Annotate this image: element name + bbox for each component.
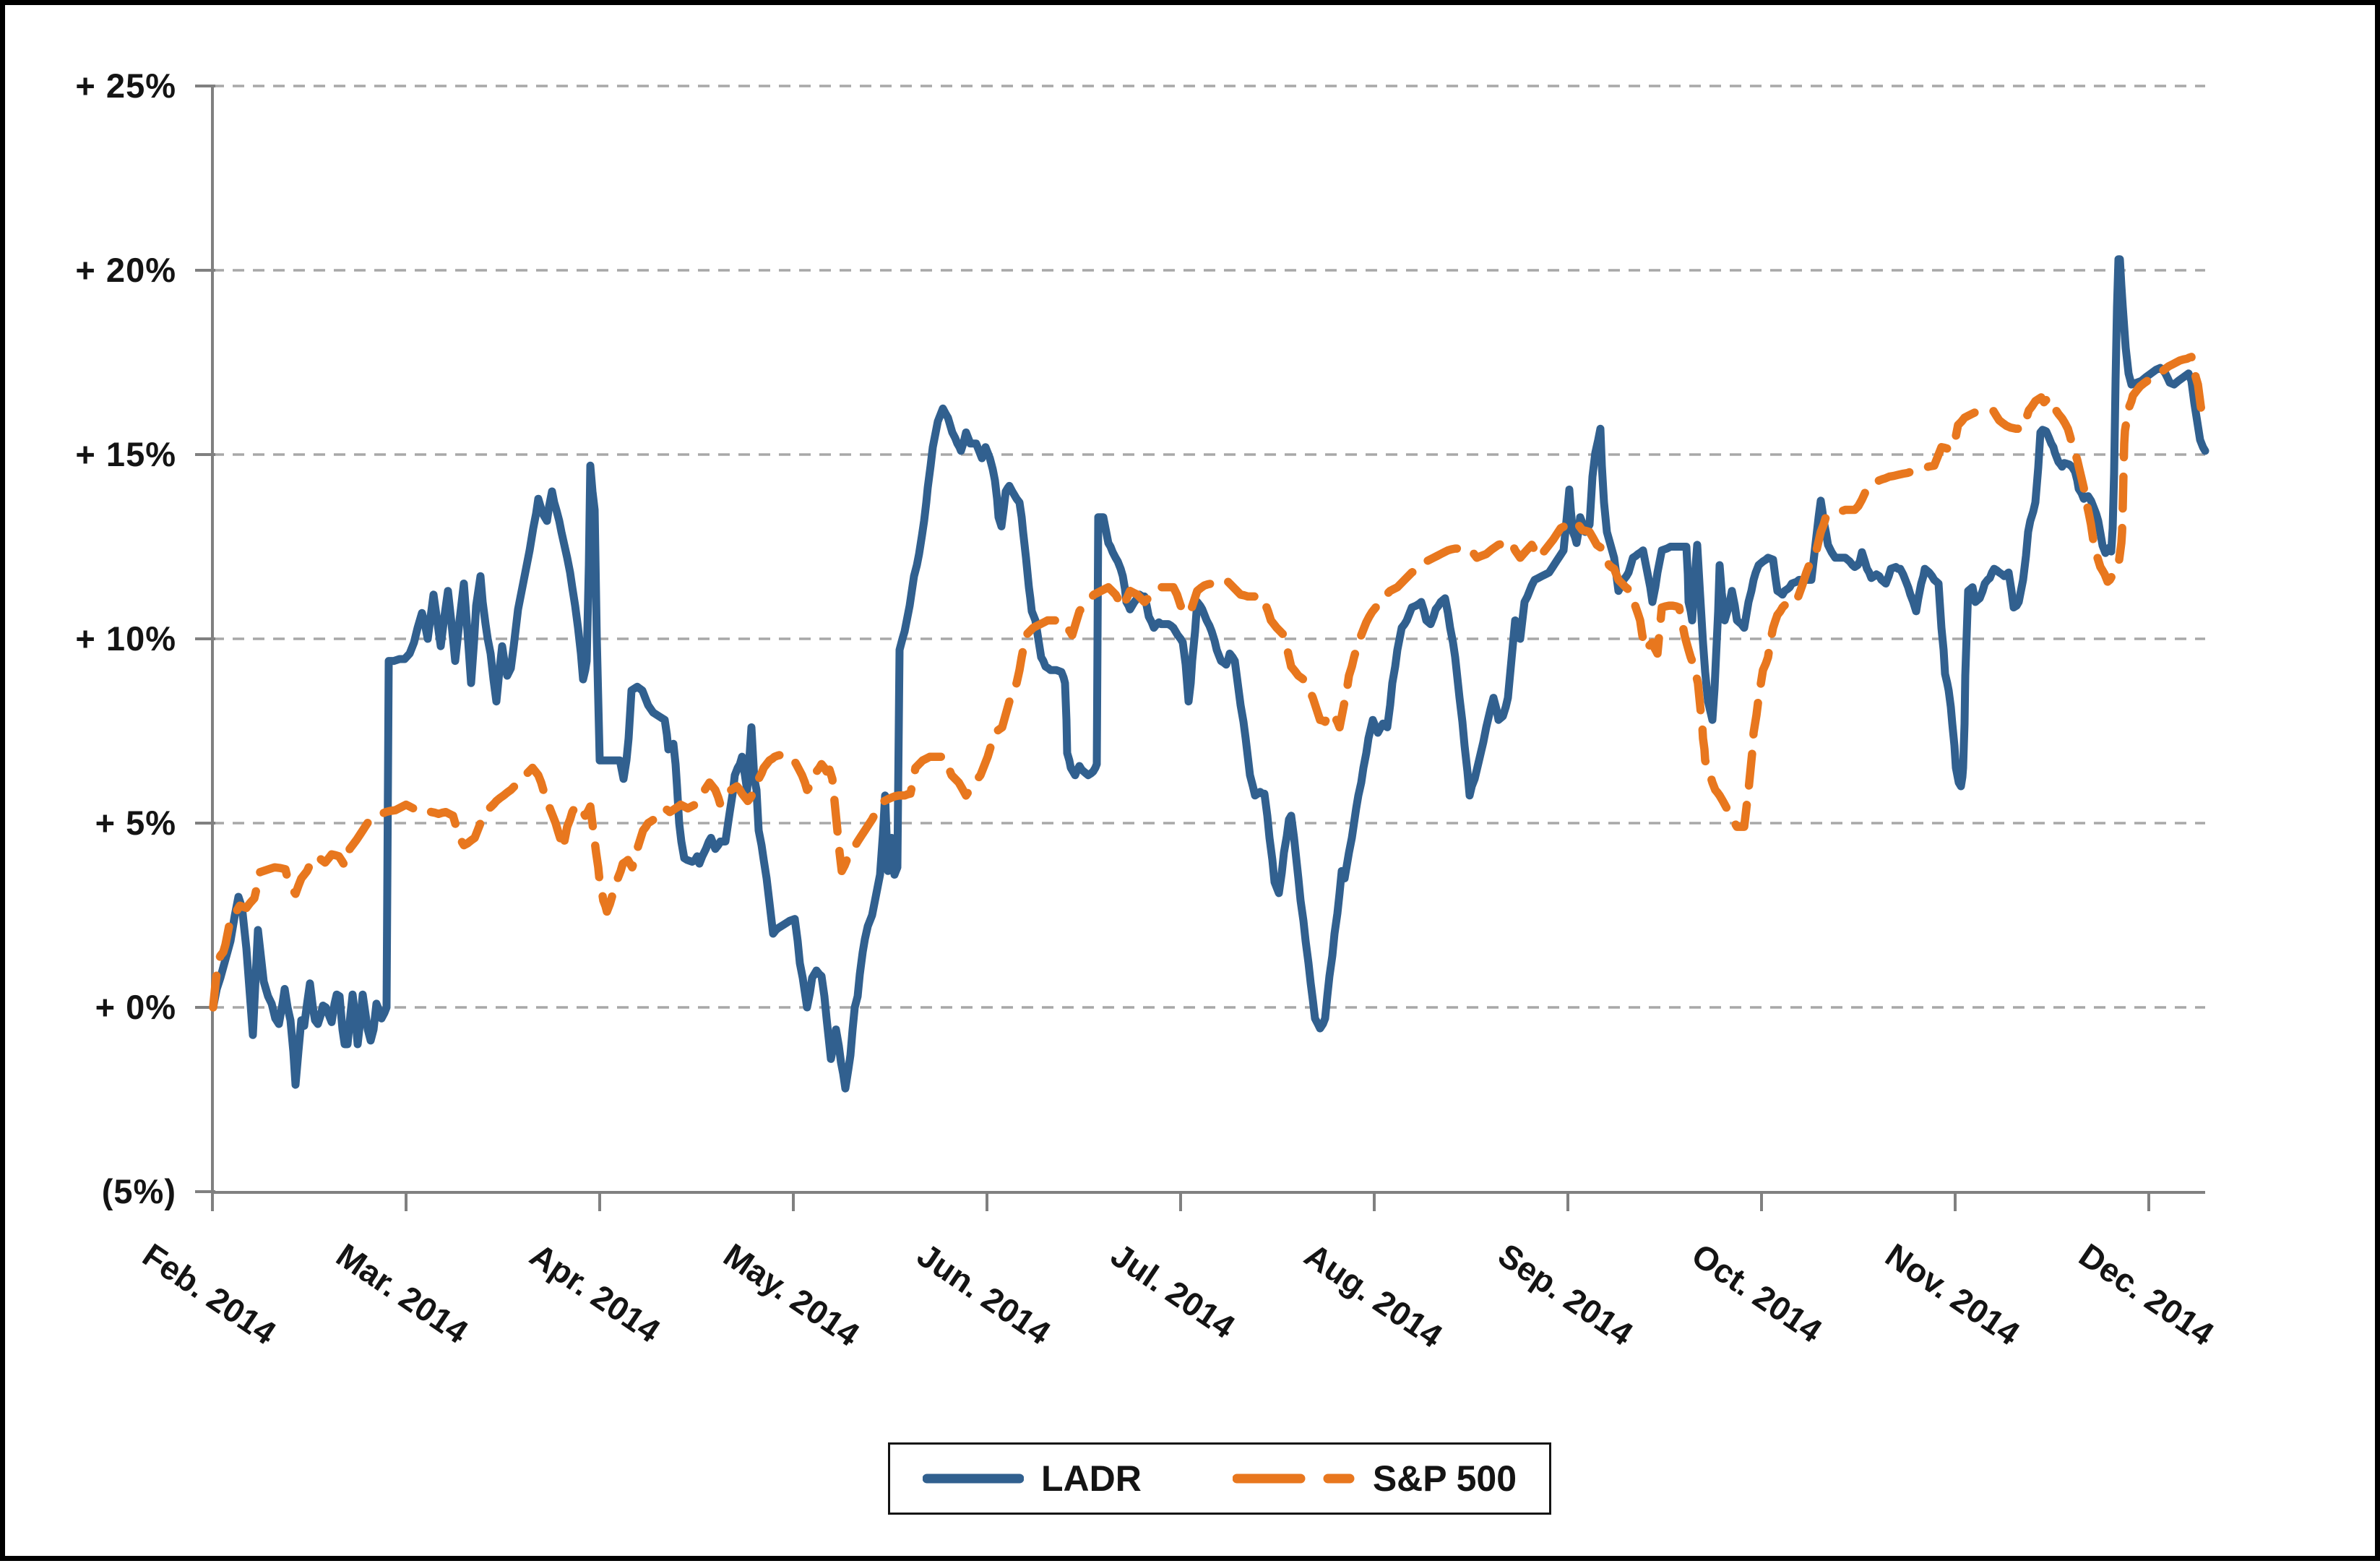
legend-box: LADR S&P 500 bbox=[888, 1442, 1551, 1515]
x-axis-label-1: Feb. 2014 bbox=[136, 1236, 283, 1352]
y-axis-labels: + 25% + 20% + 15% + 10% + 5% + 0% (5%) bbox=[75, 66, 176, 1210]
y-axis-label-5: + 5% bbox=[95, 804, 176, 842]
y-axis-label-10: + 10% bbox=[75, 619, 176, 658]
legend-label-sp500: S&P 500 bbox=[1372, 1458, 1517, 1499]
y-axis-label-25: + 25% bbox=[75, 66, 176, 105]
axes-group bbox=[195, 85, 2205, 1211]
sp500-line-series bbox=[209, 353, 2208, 1012]
y-axis-label-15: + 15% bbox=[75, 435, 176, 473]
chart-svg: + 25% + 20% + 15% + 10% + 5% + 0% (5%) Feb. 20… bbox=[75, 66, 2220, 1355]
sp500-dashed-swatch bbox=[1232, 1473, 1355, 1484]
legend-item-ladr: LADR bbox=[922, 1458, 1142, 1500]
x-axis-label-3: Apr. 2014 bbox=[523, 1236, 667, 1350]
y-axis-label-20: + 20% bbox=[75, 251, 176, 289]
ladr-line-series bbox=[209, 255, 2209, 1093]
x-axis-label-5: Jun. 2014 bbox=[910, 1236, 1057, 1352]
x-axis-label-8: Sep. 2014 bbox=[1491, 1236, 1639, 1353]
gridlines-group bbox=[212, 85, 2205, 1009]
x-axis-label-10: Nov. 2014 bbox=[1879, 1236, 2027, 1353]
x-axis-labels: Feb. 2014 Mar. 2014 Apr. 2014 May. 2014 Jun.… bbox=[136, 1236, 2220, 1355]
ladr-line-swatch bbox=[922, 1473, 1024, 1484]
x-axis-label-6: Jul. 2014 bbox=[1104, 1236, 1242, 1346]
series-group bbox=[209, 255, 2209, 1093]
x-axis-label-11: Dec. 2014 bbox=[2072, 1236, 2220, 1353]
x-axis-label-4: May. 2014 bbox=[717, 1236, 866, 1354]
legend-item-sp500: S&P 500 bbox=[1232, 1458, 1517, 1500]
x-axis-label-7: Aug. 2014 bbox=[1298, 1236, 1449, 1355]
x-axis-label-9: Oct. 2014 bbox=[1685, 1236, 1829, 1350]
legend-label-ladr: LADR bbox=[1040, 1458, 1142, 1499]
y-axis-label-0: + 0% bbox=[95, 988, 176, 1026]
x-axis-label-2: Mar. 2014 bbox=[329, 1236, 475, 1351]
y-axis-label--5: (5%) bbox=[102, 1172, 176, 1210]
